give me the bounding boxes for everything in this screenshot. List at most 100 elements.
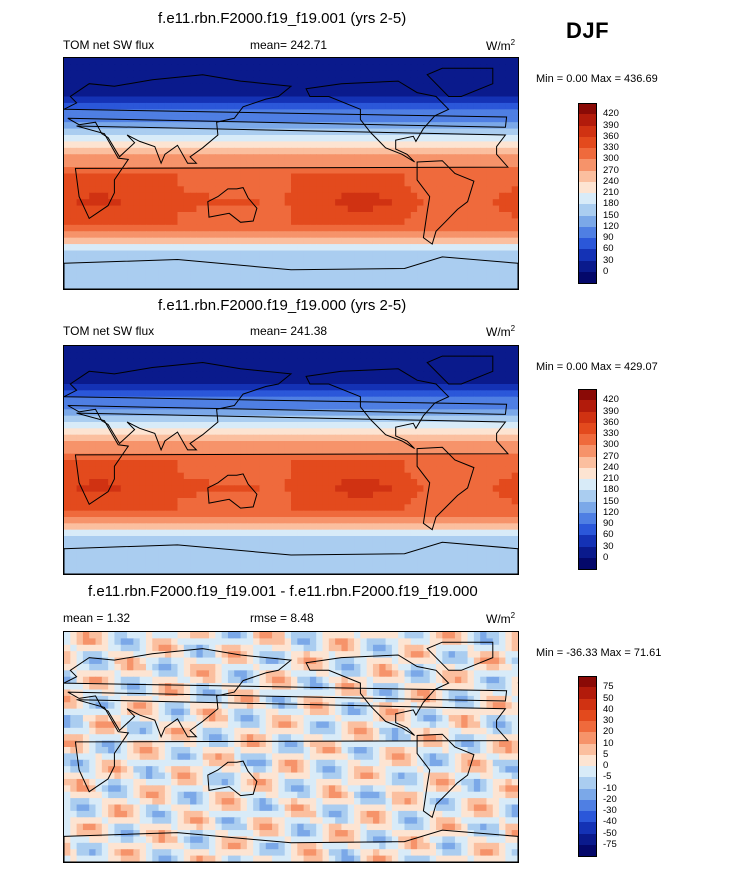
field-cell xyxy=(284,542,292,550)
field-cell xyxy=(341,479,349,486)
field-cell xyxy=(379,199,387,207)
field-cell xyxy=(473,542,481,550)
field-cell xyxy=(76,173,84,181)
field-cell xyxy=(410,396,418,404)
field-cell xyxy=(70,141,78,149)
field-cell xyxy=(398,115,406,123)
field-cell xyxy=(171,167,179,175)
field-cell xyxy=(171,460,179,467)
field-cell xyxy=(108,263,116,271)
field-cell xyxy=(379,70,387,78)
field-cell xyxy=(171,263,179,271)
field-cell xyxy=(215,428,223,436)
field-cell xyxy=(492,102,500,110)
field-cell xyxy=(366,384,374,391)
field-cell xyxy=(234,179,242,187)
field-cell xyxy=(486,70,494,78)
field-cell xyxy=(76,256,84,264)
colorbar-tick-label: 300 xyxy=(603,153,619,165)
field-cell xyxy=(76,472,84,480)
field-cell xyxy=(64,453,71,461)
field-cell xyxy=(82,453,90,461)
field-cell xyxy=(158,358,166,366)
field-cell xyxy=(202,96,210,104)
field-cell xyxy=(291,205,298,213)
field-cell xyxy=(505,199,513,207)
field-cell xyxy=(473,384,481,391)
field-cell xyxy=(398,390,406,398)
field-cell xyxy=(372,173,380,181)
field-cell xyxy=(177,282,185,289)
field-cell xyxy=(246,415,254,423)
field-cell xyxy=(461,358,469,366)
panel1-units: W/m2 xyxy=(486,38,516,53)
field-cell xyxy=(164,141,172,149)
field-cell xyxy=(473,529,481,537)
field-cell xyxy=(114,504,122,512)
field-cell xyxy=(461,491,469,499)
field-cell xyxy=(322,141,330,149)
field-cell xyxy=(391,256,399,264)
field-cell xyxy=(436,263,443,271)
field-cell xyxy=(385,58,393,66)
field-cell xyxy=(492,128,500,136)
field-cell xyxy=(152,365,160,372)
field-cell xyxy=(177,231,185,239)
field-cell xyxy=(234,244,242,252)
field-cell xyxy=(417,269,425,277)
field-cell xyxy=(120,510,128,518)
field-cell xyxy=(171,199,179,207)
field-cell xyxy=(240,224,248,232)
field-cell xyxy=(417,396,425,404)
field-cell xyxy=(309,173,317,181)
field-cell xyxy=(505,352,513,360)
field-cell xyxy=(341,58,349,66)
field-cell xyxy=(127,434,134,442)
field-cell xyxy=(177,263,185,271)
field-cell xyxy=(499,212,506,220)
field-cell xyxy=(417,365,425,372)
field-cell xyxy=(385,352,393,360)
field-cell xyxy=(209,58,216,66)
field-cell xyxy=(221,536,229,543)
field-cell xyxy=(391,479,399,486)
field-cell xyxy=(95,491,103,499)
field-cell xyxy=(259,64,267,72)
field-cell xyxy=(360,282,368,289)
field-cell xyxy=(196,115,204,123)
field-cell xyxy=(278,141,286,149)
field-cell xyxy=(316,64,324,72)
field-cell xyxy=(265,415,273,423)
field-cell xyxy=(259,447,267,455)
field-cell xyxy=(467,212,475,220)
field-cell xyxy=(454,237,462,245)
field-cell xyxy=(183,244,191,252)
field-cell xyxy=(265,536,273,543)
field-cell xyxy=(278,409,286,417)
field-cell xyxy=(423,237,431,245)
field-cell xyxy=(227,70,235,78)
field-cell xyxy=(360,396,368,404)
field-cell xyxy=(190,231,198,239)
field-cell xyxy=(145,472,153,480)
field-cell xyxy=(265,371,273,379)
field-cell xyxy=(202,441,210,448)
field-cell xyxy=(196,237,204,245)
field-cell xyxy=(511,167,518,175)
field-cell xyxy=(202,434,210,442)
field-cell xyxy=(328,70,336,78)
field-cell xyxy=(265,472,273,480)
field-cell xyxy=(171,64,179,72)
field-cell xyxy=(259,250,267,258)
field-cell xyxy=(442,498,450,505)
field-cell xyxy=(429,224,437,232)
field-cell xyxy=(265,263,273,271)
field-cell xyxy=(505,128,513,136)
field-cell xyxy=(89,365,97,372)
field-cell xyxy=(120,453,128,461)
field-cell xyxy=(64,256,71,264)
field-cell xyxy=(95,434,103,442)
field-cell xyxy=(70,115,78,123)
field-cell xyxy=(404,90,412,98)
field-cell xyxy=(108,250,116,258)
